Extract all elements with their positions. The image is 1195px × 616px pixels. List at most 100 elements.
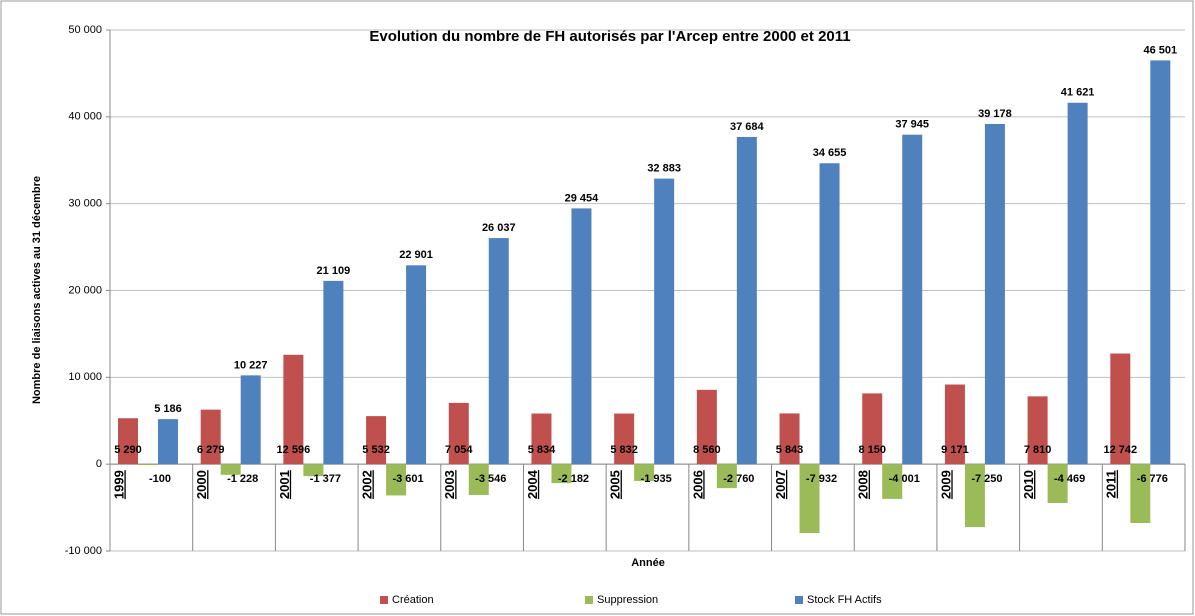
data-label: 8 150 bbox=[858, 444, 886, 456]
x-tick-label: 2000 bbox=[194, 470, 209, 499]
bar bbox=[386, 464, 407, 496]
data-label: 46 501 bbox=[1143, 44, 1177, 56]
data-label: 8 560 bbox=[693, 444, 721, 456]
y-tick-label: 20 000 bbox=[68, 284, 102, 296]
legend-swatch bbox=[380, 596, 388, 604]
x-tick-label: 2002 bbox=[360, 470, 375, 499]
x-tick-label: 2004 bbox=[525, 469, 540, 499]
data-label: 5 843 bbox=[776, 444, 804, 456]
x-tick-label: 2003 bbox=[442, 470, 457, 499]
data-label: 26 037 bbox=[482, 222, 516, 234]
bar bbox=[531, 413, 552, 465]
bar bbox=[902, 134, 923, 465]
y-axis-title: Nombre de liaisons actives au 31 décembr… bbox=[31, 176, 43, 404]
data-label: 22 901 bbox=[399, 249, 433, 261]
data-label: -1 935 bbox=[641, 473, 672, 485]
bar bbox=[736, 136, 757, 465]
legend-swatch bbox=[795, 596, 803, 604]
data-label: -1 377 bbox=[310, 473, 341, 485]
data-label: 12 742 bbox=[1103, 444, 1137, 456]
bar bbox=[862, 393, 883, 465]
data-label: -2 760 bbox=[723, 473, 754, 485]
x-tick-label: 2007 bbox=[773, 470, 788, 499]
data-label: -7 932 bbox=[806, 473, 837, 485]
legend-swatch bbox=[585, 596, 593, 604]
bar bbox=[716, 464, 737, 489]
bar bbox=[158, 419, 178, 465]
legend-label: Création bbox=[392, 594, 434, 606]
bar bbox=[240, 375, 261, 465]
y-tick-label: 10 000 bbox=[68, 371, 102, 383]
bar bbox=[1110, 353, 1131, 465]
bar bbox=[819, 163, 840, 465]
data-label: 21 109 bbox=[317, 265, 351, 277]
data-label: 37 684 bbox=[730, 121, 765, 133]
y-tick-label: 0 bbox=[96, 458, 102, 470]
data-label: -2 182 bbox=[558, 473, 589, 485]
x-tick-label: 2008 bbox=[856, 470, 871, 499]
chart-title: Evolution du nombre de FH autorisés par … bbox=[369, 28, 850, 45]
bar bbox=[1130, 464, 1151, 524]
data-label: 29 454 bbox=[565, 192, 600, 204]
bar bbox=[303, 464, 324, 477]
x-tick-label: 2001 bbox=[277, 470, 292, 499]
bar bbox=[118, 418, 138, 465]
bar bbox=[614, 413, 635, 465]
data-label: -3 601 bbox=[392, 473, 423, 485]
bar bbox=[634, 464, 655, 481]
bar bbox=[944, 384, 965, 465]
x-tick-label: 2010 bbox=[1021, 470, 1036, 499]
bar bbox=[1027, 396, 1048, 465]
data-label: 5 834 bbox=[528, 444, 556, 456]
bar bbox=[220, 464, 241, 475]
data-label: -6 776 bbox=[1137, 473, 1168, 485]
bar bbox=[696, 389, 717, 465]
bar bbox=[571, 208, 592, 465]
data-label: 5 532 bbox=[362, 444, 390, 456]
data-label: -7 250 bbox=[971, 473, 1002, 485]
bar bbox=[323, 280, 344, 465]
x-axis-title: Année bbox=[631, 557, 665, 569]
data-label: -4 469 bbox=[1054, 473, 1085, 485]
data-label: 37 945 bbox=[895, 119, 929, 131]
data-label: 32 883 bbox=[647, 163, 681, 175]
bar bbox=[779, 413, 800, 465]
data-label: 10 227 bbox=[234, 359, 268, 371]
bar bbox=[1067, 102, 1088, 465]
bar bbox=[448, 402, 469, 465]
y-tick-label: -10 000 bbox=[65, 545, 102, 557]
bar bbox=[366, 416, 387, 465]
bar bbox=[200, 409, 221, 465]
data-label: -100 bbox=[149, 473, 171, 485]
bar bbox=[468, 464, 489, 495]
x-tick-label: 2009 bbox=[938, 470, 953, 499]
data-label: -4 001 bbox=[889, 473, 920, 485]
data-label: 5 832 bbox=[610, 444, 638, 456]
x-tick-label: 1999 bbox=[111, 470, 126, 499]
bar bbox=[964, 464, 985, 528]
data-label: 34 655 bbox=[813, 147, 847, 159]
x-tick-label: 2005 bbox=[608, 470, 623, 499]
bar bbox=[488, 238, 509, 465]
data-label: 7 054 bbox=[445, 444, 473, 456]
bar bbox=[283, 354, 304, 465]
legend-label: Stock FH Actifs bbox=[807, 594, 882, 606]
y-tick-label: 40 000 bbox=[68, 111, 102, 123]
data-label: -3 546 bbox=[475, 473, 506, 485]
bar bbox=[882, 464, 903, 499]
data-label: 41 621 bbox=[1061, 87, 1095, 99]
data-label: 9 171 bbox=[941, 444, 969, 456]
legend-label: Suppression bbox=[597, 594, 658, 606]
bar bbox=[138, 464, 158, 466]
bar bbox=[406, 265, 427, 465]
bar bbox=[551, 464, 572, 484]
data-label: 39 178 bbox=[978, 108, 1012, 120]
data-label: 6 279 bbox=[197, 444, 225, 456]
y-tick-label: 30 000 bbox=[68, 198, 102, 210]
data-label: 5 290 bbox=[114, 444, 142, 456]
bar bbox=[1150, 60, 1171, 465]
data-label: -1 228 bbox=[227, 473, 258, 485]
data-label: 7 810 bbox=[1024, 444, 1052, 456]
